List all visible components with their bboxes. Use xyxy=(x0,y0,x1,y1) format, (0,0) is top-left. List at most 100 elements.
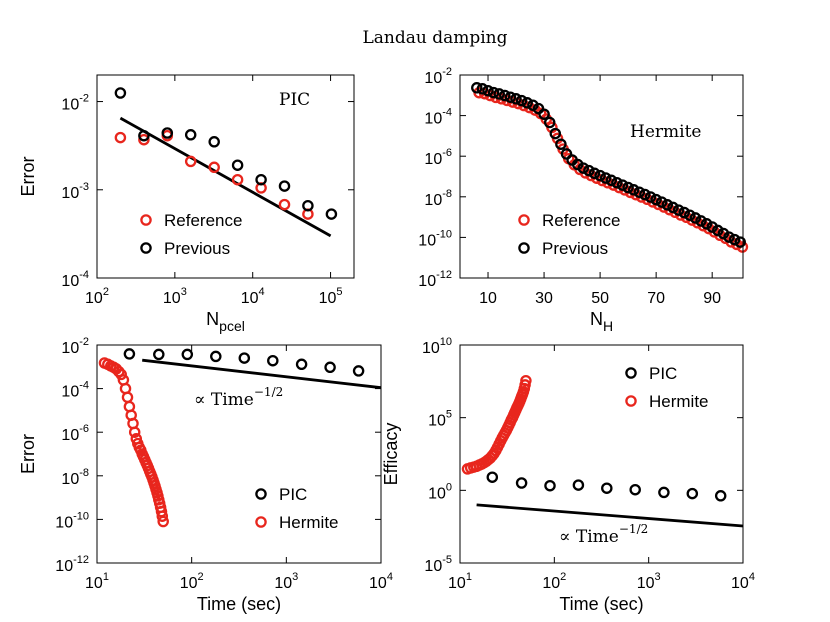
pic_error-x-tick-label: 105 xyxy=(319,286,343,307)
pic_error-x-tick-label: 103 xyxy=(163,286,187,307)
time_error-y-tick-label-exp: -6 xyxy=(79,423,89,435)
hermite_error-x-tick-label: 90 xyxy=(703,290,721,307)
efficacy-x-tick-label-exp: 2 xyxy=(560,571,566,583)
time_error-y-tick-label-base: 10 xyxy=(55,558,73,575)
time_error-y-tick-label-exp: -12 xyxy=(73,554,89,566)
pic_error-previous-point xyxy=(114,87,127,99)
time_error-series-hermite xyxy=(98,357,169,528)
pic_error-reference-point xyxy=(278,198,291,211)
pic_error-y-tick-label: 10-4 xyxy=(61,269,89,290)
time_error-y-tick-label: 10-2 xyxy=(61,336,89,357)
efficacy-x-axis-label: Time (sec) xyxy=(559,594,643,614)
efficacy-series-pic xyxy=(486,471,727,502)
time_error-legend-marker xyxy=(255,488,267,500)
hermite_error-previous-point xyxy=(639,188,651,201)
hermite_error-y-tick-label-exp: -6 xyxy=(442,147,452,159)
hermite_error-previous-point xyxy=(521,97,533,109)
time_error-hermite-point xyxy=(115,368,127,381)
time_error-reference-line-0 xyxy=(142,358,382,390)
efficacy-pic-point xyxy=(601,482,613,494)
pic_error-y-tick-label-base: 10 xyxy=(61,97,79,114)
time_error-series-pic xyxy=(123,348,365,377)
pic_error-series-reference xyxy=(114,129,314,220)
efficacy-legend-label: Hermite xyxy=(649,392,709,411)
hermite_error-previous-point xyxy=(627,184,640,196)
hermite_error-previous-point xyxy=(560,148,573,160)
pic_error-x-tick-label-exp: 2 xyxy=(103,286,109,298)
efficacy-annotation-main: ∝ Time xyxy=(559,527,619,547)
hermite_error-previous-point xyxy=(678,206,690,219)
pic_error-legend: Reference Previous xyxy=(140,211,242,258)
pic_error-x-tick-label-base: 10 xyxy=(241,290,259,307)
figure-title: Landau damping xyxy=(362,28,507,48)
efficacy-legend-marker xyxy=(625,367,637,379)
efficacy-x-tick-label-exp: 3 xyxy=(655,571,661,583)
time_error-pic-point xyxy=(210,350,222,363)
efficacy-x-tick-label: 104 xyxy=(731,571,755,592)
time_error-x-axis-label: Time (sec) xyxy=(197,594,281,614)
time_error-x-tick-label: 103 xyxy=(274,571,298,592)
time_error-legend: PIC Hermite xyxy=(255,485,339,532)
hermite_error-previous-point xyxy=(487,86,500,99)
hermite_error-previous-point xyxy=(599,172,612,184)
hermite_error-y-tick-label: 10-8 xyxy=(424,188,452,209)
chart-hermite_error: 10 30 50 70 9010-1210-1010-810-610-410-2NHHe… xyxy=(418,66,749,334)
hermite_error-previous-point xyxy=(538,108,550,120)
hermite_error-previous-point xyxy=(700,218,713,230)
hermite_error-y-tick-label: 10-10 xyxy=(418,228,452,249)
hermite_error-previous-point xyxy=(655,196,668,208)
time_error-hermite-point xyxy=(113,365,125,378)
hermite_error-previous-point xyxy=(633,186,646,198)
hermite_error-y-tick-label-exp: -4 xyxy=(442,107,452,119)
hermite_error-previous-point xyxy=(728,233,741,246)
time_error-hermite-point xyxy=(157,515,169,528)
time_error-y-tick-label: 10-6 xyxy=(61,423,89,444)
efficacy-x-tick-label-exp: 4 xyxy=(749,571,755,583)
efficacy-y-tick-label: 10-5 xyxy=(424,554,452,575)
time_error-x-tick-label-base: 10 xyxy=(274,575,292,592)
hermite_error-previous-point xyxy=(549,127,562,140)
pic_error-x-axis-label-sub: pcel xyxy=(219,318,245,334)
efficacy-y-tick-label-exp: -5 xyxy=(442,554,452,566)
efficacy-pic-point xyxy=(544,479,556,492)
time_error-pic-point xyxy=(324,361,336,374)
efficacy-y-tick-label-base: 10 xyxy=(424,558,442,575)
time_error-x-tick-label-base: 10 xyxy=(180,575,198,592)
hermite_error-previous-point xyxy=(510,93,522,105)
hermite_error-legend-label: Reference xyxy=(542,211,620,230)
time_error-hermite-point xyxy=(128,426,141,438)
efficacy-x-tick-label-base: 10 xyxy=(542,575,560,592)
time_error-y-tick-label-base: 10 xyxy=(61,340,79,357)
hermite_error-previous-point xyxy=(622,181,634,194)
hermite_error-previous-point xyxy=(594,169,606,182)
pic_error-y-tick-label: 10-3 xyxy=(61,181,89,202)
hermite_error-previous-point xyxy=(644,191,657,203)
hermite_error-previous-point xyxy=(588,167,601,180)
pic_error-axes-frame xyxy=(96,74,355,279)
pic_error-x-tick-label-exp: 3 xyxy=(181,286,187,298)
time_error-y-tick-label: 10-8 xyxy=(61,467,89,488)
hermite_error-previous-point xyxy=(611,176,623,189)
hermite_error-previous-point xyxy=(476,83,489,95)
pic_error-legend-marker xyxy=(140,214,152,226)
hermite_error-previous-point xyxy=(555,138,567,150)
time_error-y-tick-label-exp: -4 xyxy=(79,380,89,392)
efficacy-pic-point xyxy=(572,479,585,491)
pic_error-y-tick-label-exp: -3 xyxy=(79,181,89,193)
hermite_error-y-tick-label-base: 10 xyxy=(418,273,436,290)
time_error-y-tick-label: 10-4 xyxy=(61,380,89,401)
hermite_error-x-tick-label: 30 xyxy=(535,290,553,307)
pic_error-previous-point xyxy=(278,180,291,192)
time_error-y-axis-label: Error xyxy=(18,434,38,474)
hermite_error-previous-point xyxy=(482,84,494,97)
time_error-y-tick-label-base: 10 xyxy=(55,514,73,531)
hermite_error-legend-marker xyxy=(518,242,530,254)
efficacy-y-tick-label-base: 10 xyxy=(422,340,440,357)
time_error-legend-label: Hermite xyxy=(279,513,339,532)
efficacy-y-axis-label: Efficacy xyxy=(381,423,401,486)
efficacy-x-tick-label-base: 10 xyxy=(448,575,466,592)
time_error-x-tick-label-exp: 4 xyxy=(387,571,393,583)
pic_error-reference-point xyxy=(208,161,220,174)
hermite_error-previous-point xyxy=(723,231,735,243)
